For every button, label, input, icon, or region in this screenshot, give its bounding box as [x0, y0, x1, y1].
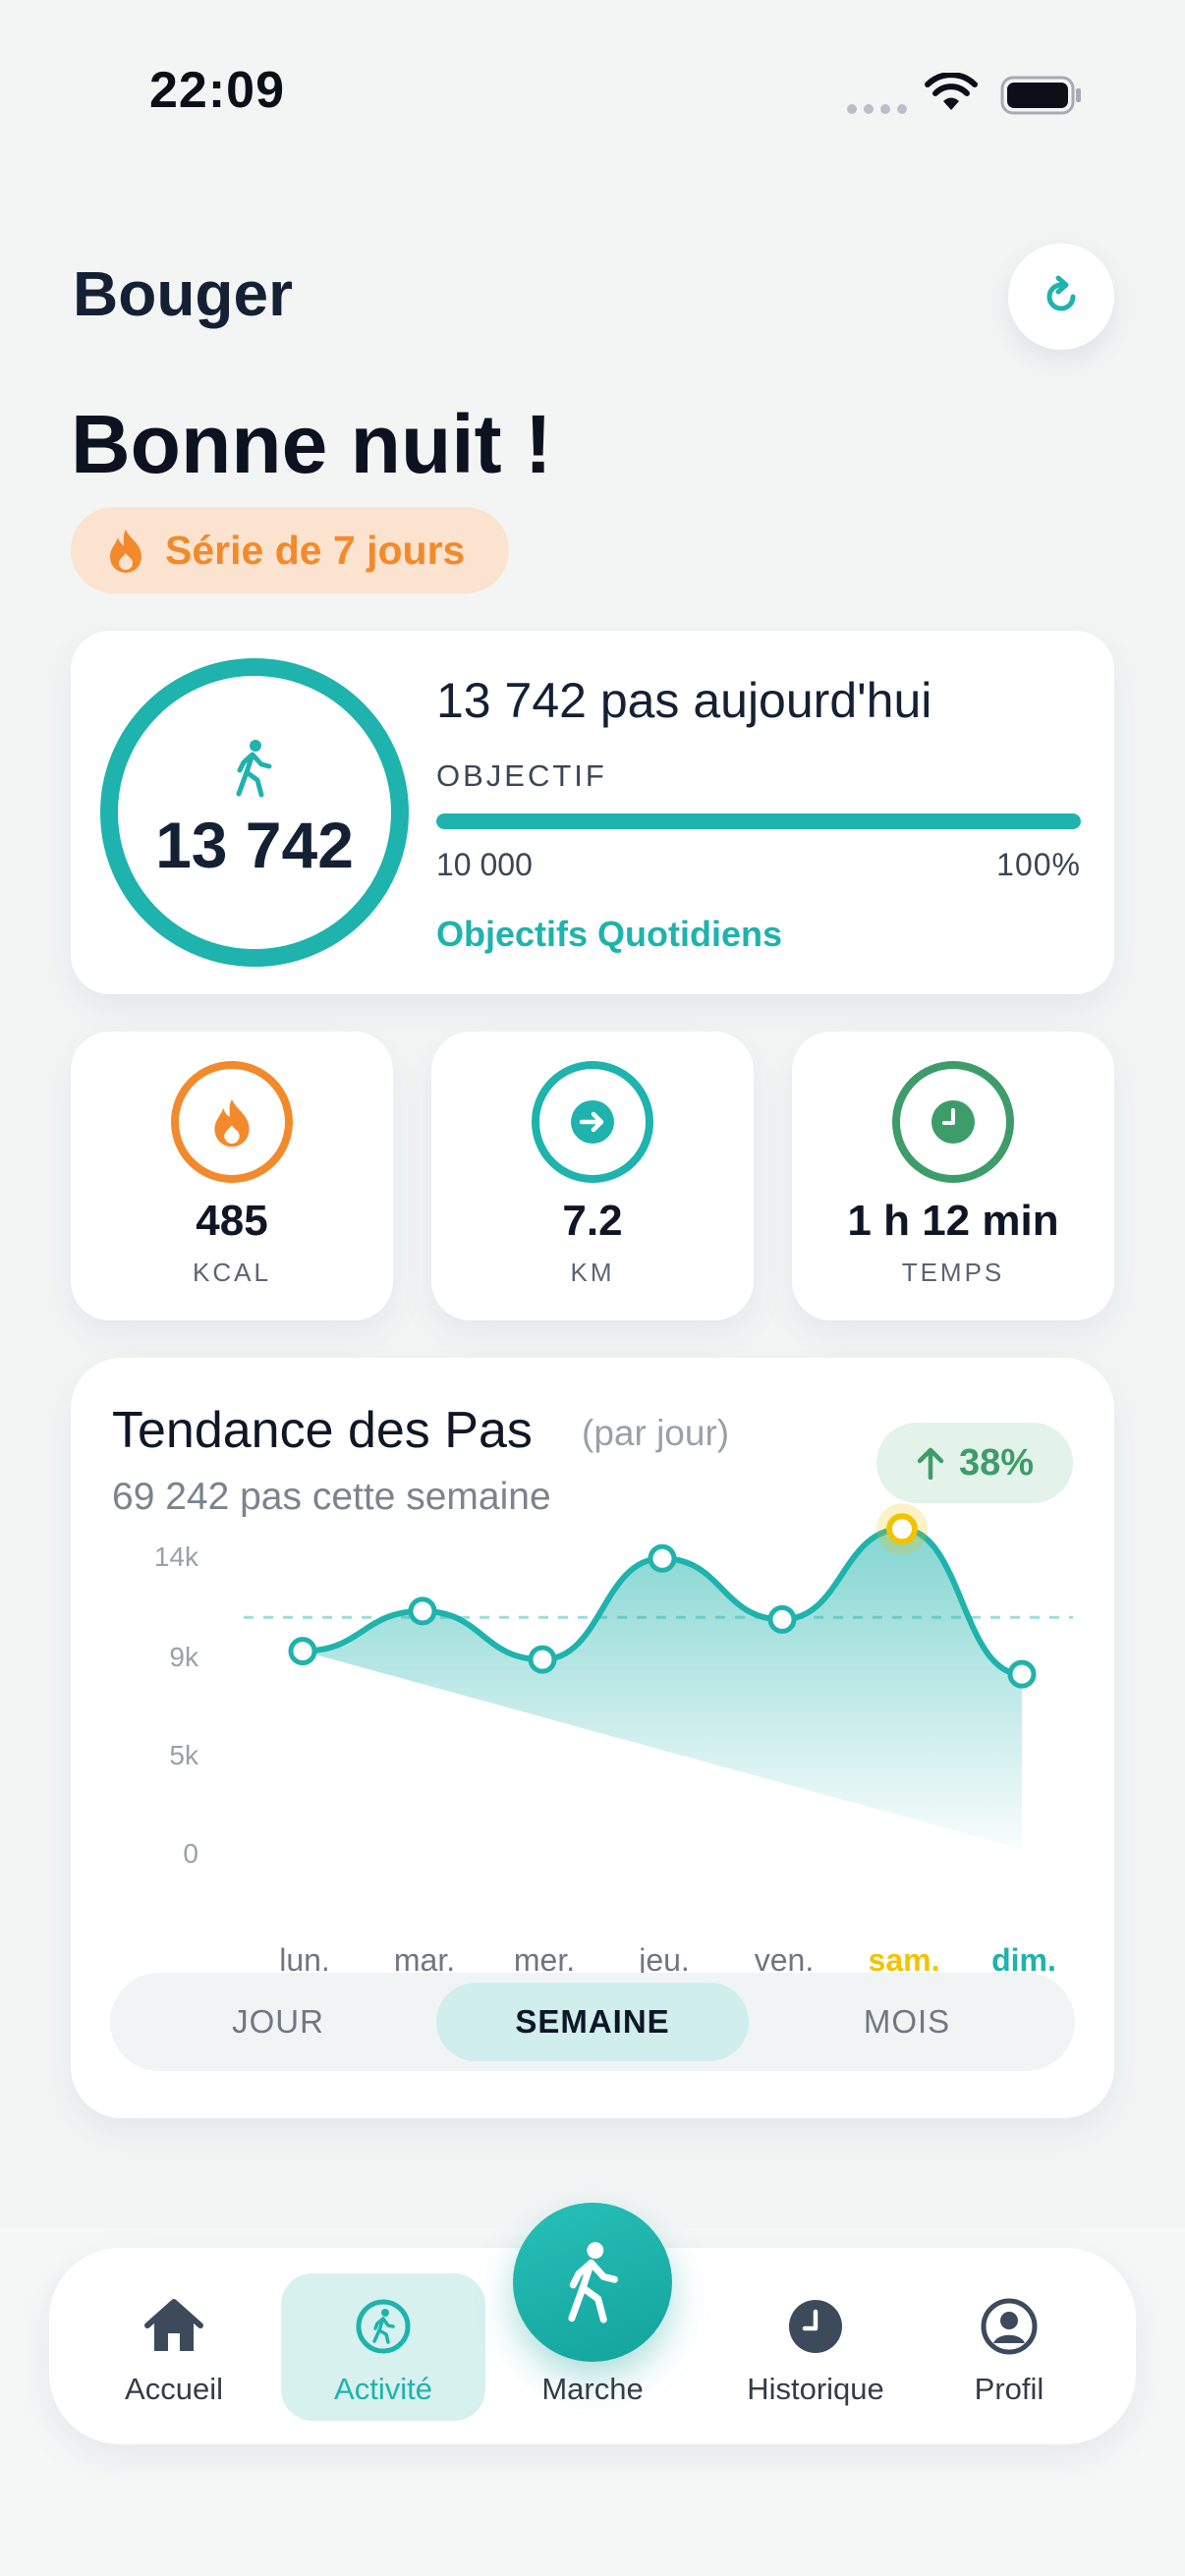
- x-tick-label: mar.: [394, 1942, 455, 1978]
- x-tick-label: lun.: [279, 1942, 330, 1978]
- x-tick-label: jeu.: [638, 1942, 690, 1978]
- data-point: [767, 1604, 797, 1634]
- steps-progress-ring: [100, 658, 409, 967]
- battery-icon: [1000, 76, 1081, 115]
- x-tick-label: mer.: [514, 1942, 575, 1978]
- refresh-icon: [1046, 275, 1076, 311]
- data-point: [528, 1645, 557, 1674]
- daily-goals-link[interactable]: Objectifs Quotidiens: [436, 914, 783, 954]
- tab-profile-label: Profil: [974, 2372, 1044, 2406]
- tab-home-label: Accueil: [125, 2372, 223, 2406]
- signal-dots-icon: [847, 104, 907, 114]
- wifi-icon: [925, 73, 978, 110]
- trend-change-badge: 38%: [876, 1423, 1073, 1503]
- goal-progress-fill: [436, 813, 1081, 829]
- time-card[interactable]: 1 h 12 min TEMPS: [792, 1032, 1114, 1320]
- period-selector: JOUR SEMAINE MOIS: [110, 1973, 1075, 2071]
- greeting-heading: Bonne nuit !: [71, 398, 552, 490]
- x-tick-label: dim.: [991, 1942, 1056, 1978]
- y-tick-label: 14k: [154, 1541, 199, 1572]
- calories-value: 485: [196, 1197, 268, 1245]
- streak-badge: Série de 7 jours: [71, 507, 509, 593]
- activity-icon: [356, 2299, 411, 2354]
- status-time: 22:09: [149, 62, 285, 119]
- x-tick-label: sam.: [869, 1942, 940, 1978]
- steps-trend-card: 14k 9k 5k 0 lun. mar. mer. jeu. ven. sam. dim. Ten…: [71, 1358, 1114, 2118]
- flame-icon: [110, 530, 141, 573]
- tab-profile[interactable]: Profil: [926, 2248, 1093, 2444]
- time-icon-ring: [892, 1061, 1014, 1183]
- page-title: Bouger: [73, 258, 293, 329]
- active-tab-highlight: [281, 2273, 485, 2421]
- time-value: 1 h 12 min: [847, 1197, 1059, 1245]
- distance-label: KM: [570, 1258, 615, 1287]
- period-week-tab[interactable]: SEMAINE: [436, 1983, 749, 2061]
- tab-history[interactable]: Historique: [717, 2248, 914, 2444]
- walk-icon: [236, 740, 272, 798]
- arrow-up-icon: [917, 1447, 944, 1480]
- tab-activity-label: Activité: [334, 2372, 432, 2406]
- distance-icon-ring: [532, 1061, 653, 1183]
- home-icon: [144, 2299, 203, 2351]
- series-area: [303, 1529, 1022, 1849]
- status-bar: 22:09: [0, 0, 1185, 187]
- y-tick-label: 5k: [169, 1740, 199, 1770]
- goal-percent: 100%: [996, 847, 1081, 882]
- data-point: [886, 1513, 918, 1545]
- walk-fab-button[interactable]: [513, 2203, 672, 2362]
- y-tick-label: 0: [183, 1838, 198, 1869]
- profile-icon: [981, 2298, 1038, 2355]
- x-tick-label: ven.: [755, 1942, 814, 1978]
- data-point: [1007, 1659, 1037, 1689]
- calories-icon-ring: [171, 1061, 293, 1183]
- steps-count: 13 742: [155, 809, 354, 881]
- calories-label: KCAL: [193, 1258, 271, 1287]
- data-point: [648, 1543, 677, 1573]
- steps-trend-chart: 14k 9k 5k 0 lun. mar. mer. jeu. ven. sam. dim.: [154, 1503, 1073, 1978]
- arrow-right-icon: [571, 1100, 614, 1144]
- trend-week-total: 69 242 pas cette semaine: [112, 1476, 551, 1518]
- tab-activity[interactable]: Activité: [281, 2248, 485, 2444]
- steps-card[interactable]: 13 742 13 742 pas aujourd'hui OBJECTIF 1…: [71, 631, 1114, 994]
- distance-value: 7.2: [562, 1197, 623, 1245]
- tab-history-label: Historique: [747, 2372, 884, 2406]
- period-month-tab[interactable]: MOIS: [863, 2003, 951, 2040]
- walk-fab-label: Marche: [541, 2372, 644, 2406]
- tab-home[interactable]: Accueil: [90, 2248, 257, 2444]
- calories-card[interactable]: 485 KCAL: [71, 1032, 393, 1320]
- goal-label: OBJECTIF: [436, 758, 607, 793]
- refresh-button[interactable]: [1008, 244, 1114, 350]
- distance-card[interactable]: 7.2 KM: [431, 1032, 754, 1320]
- trend-subtitle: (par jour): [582, 1413, 730, 1453]
- flame-icon: [214, 1098, 250, 1148]
- history-clock-icon: [789, 2300, 842, 2353]
- clock-icon: [931, 1100, 975, 1144]
- time-label: TEMPS: [901, 1258, 1005, 1287]
- trend-title: Tendance des Pas: [112, 1402, 533, 1459]
- steps-title: 13 742 pas aujourd'hui: [436, 673, 932, 728]
- data-point: [288, 1637, 317, 1666]
- streak-label: Série de 7 jours: [165, 527, 466, 573]
- walking-person-icon: [568, 2242, 619, 2324]
- y-tick-label: 9k: [169, 1642, 199, 1672]
- period-day-tab[interactable]: JOUR: [232, 2003, 324, 2040]
- tab-bar: Accueil Activité Historique: [49, 2248, 1136, 2444]
- trend-change-value: 38%: [958, 1441, 1035, 1484]
- goal-value: 10 000: [436, 847, 533, 882]
- data-point: [408, 1596, 437, 1626]
- goal-progress-bar: [436, 813, 1081, 829]
